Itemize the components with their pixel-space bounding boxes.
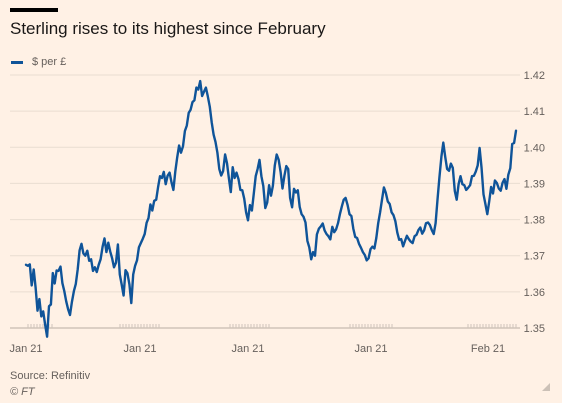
resize-handle-icon	[542, 383, 550, 391]
grid-lines	[10, 74, 520, 329]
x-tick-label: Jan 21	[354, 343, 387, 355]
x-tick-label: Jan 21	[231, 343, 264, 355]
x-tick-label: Jan 21	[123, 343, 156, 355]
y-tick-label: 1.35	[524, 323, 545, 335]
ft-accent-bar	[10, 8, 58, 12]
y-tick-label: 1.36	[524, 287, 545, 299]
y-tick-label: 1.41	[524, 106, 545, 118]
x-axis-ticks	[27, 324, 517, 328]
chart-title: Sterling rises to its highest since Febr…	[10, 19, 326, 38]
x-axis-labels: Jan 21 Jan 21 Jan 21 Jan 21 Feb 21	[9, 343, 505, 355]
series-line-gbp-usd	[24, 79, 518, 338]
y-tick-label: 1.37	[524, 251, 545, 263]
legend-label: $ per £	[32, 56, 67, 68]
y-tick-label: 1.40	[524, 142, 545, 154]
legend: $ per £	[11, 56, 66, 68]
y-tick-label: 1.42	[524, 70, 545, 82]
y-axis-labels: 1.35 1.36 1.37 1.38 1.39 1.40 1.41 1.42	[524, 70, 545, 335]
y-tick-label: 1.39	[524, 178, 545, 190]
source-note: Source: Refinitiv	[10, 370, 91, 382]
series-layer	[24, 79, 518, 338]
legend-swatch	[11, 60, 23, 64]
y-tick-label: 1.38	[524, 215, 545, 227]
copyright-note: © FT	[10, 386, 35, 398]
x-tick-label: Feb 21	[471, 343, 505, 355]
x-tick-label: Jan 21	[9, 343, 42, 355]
